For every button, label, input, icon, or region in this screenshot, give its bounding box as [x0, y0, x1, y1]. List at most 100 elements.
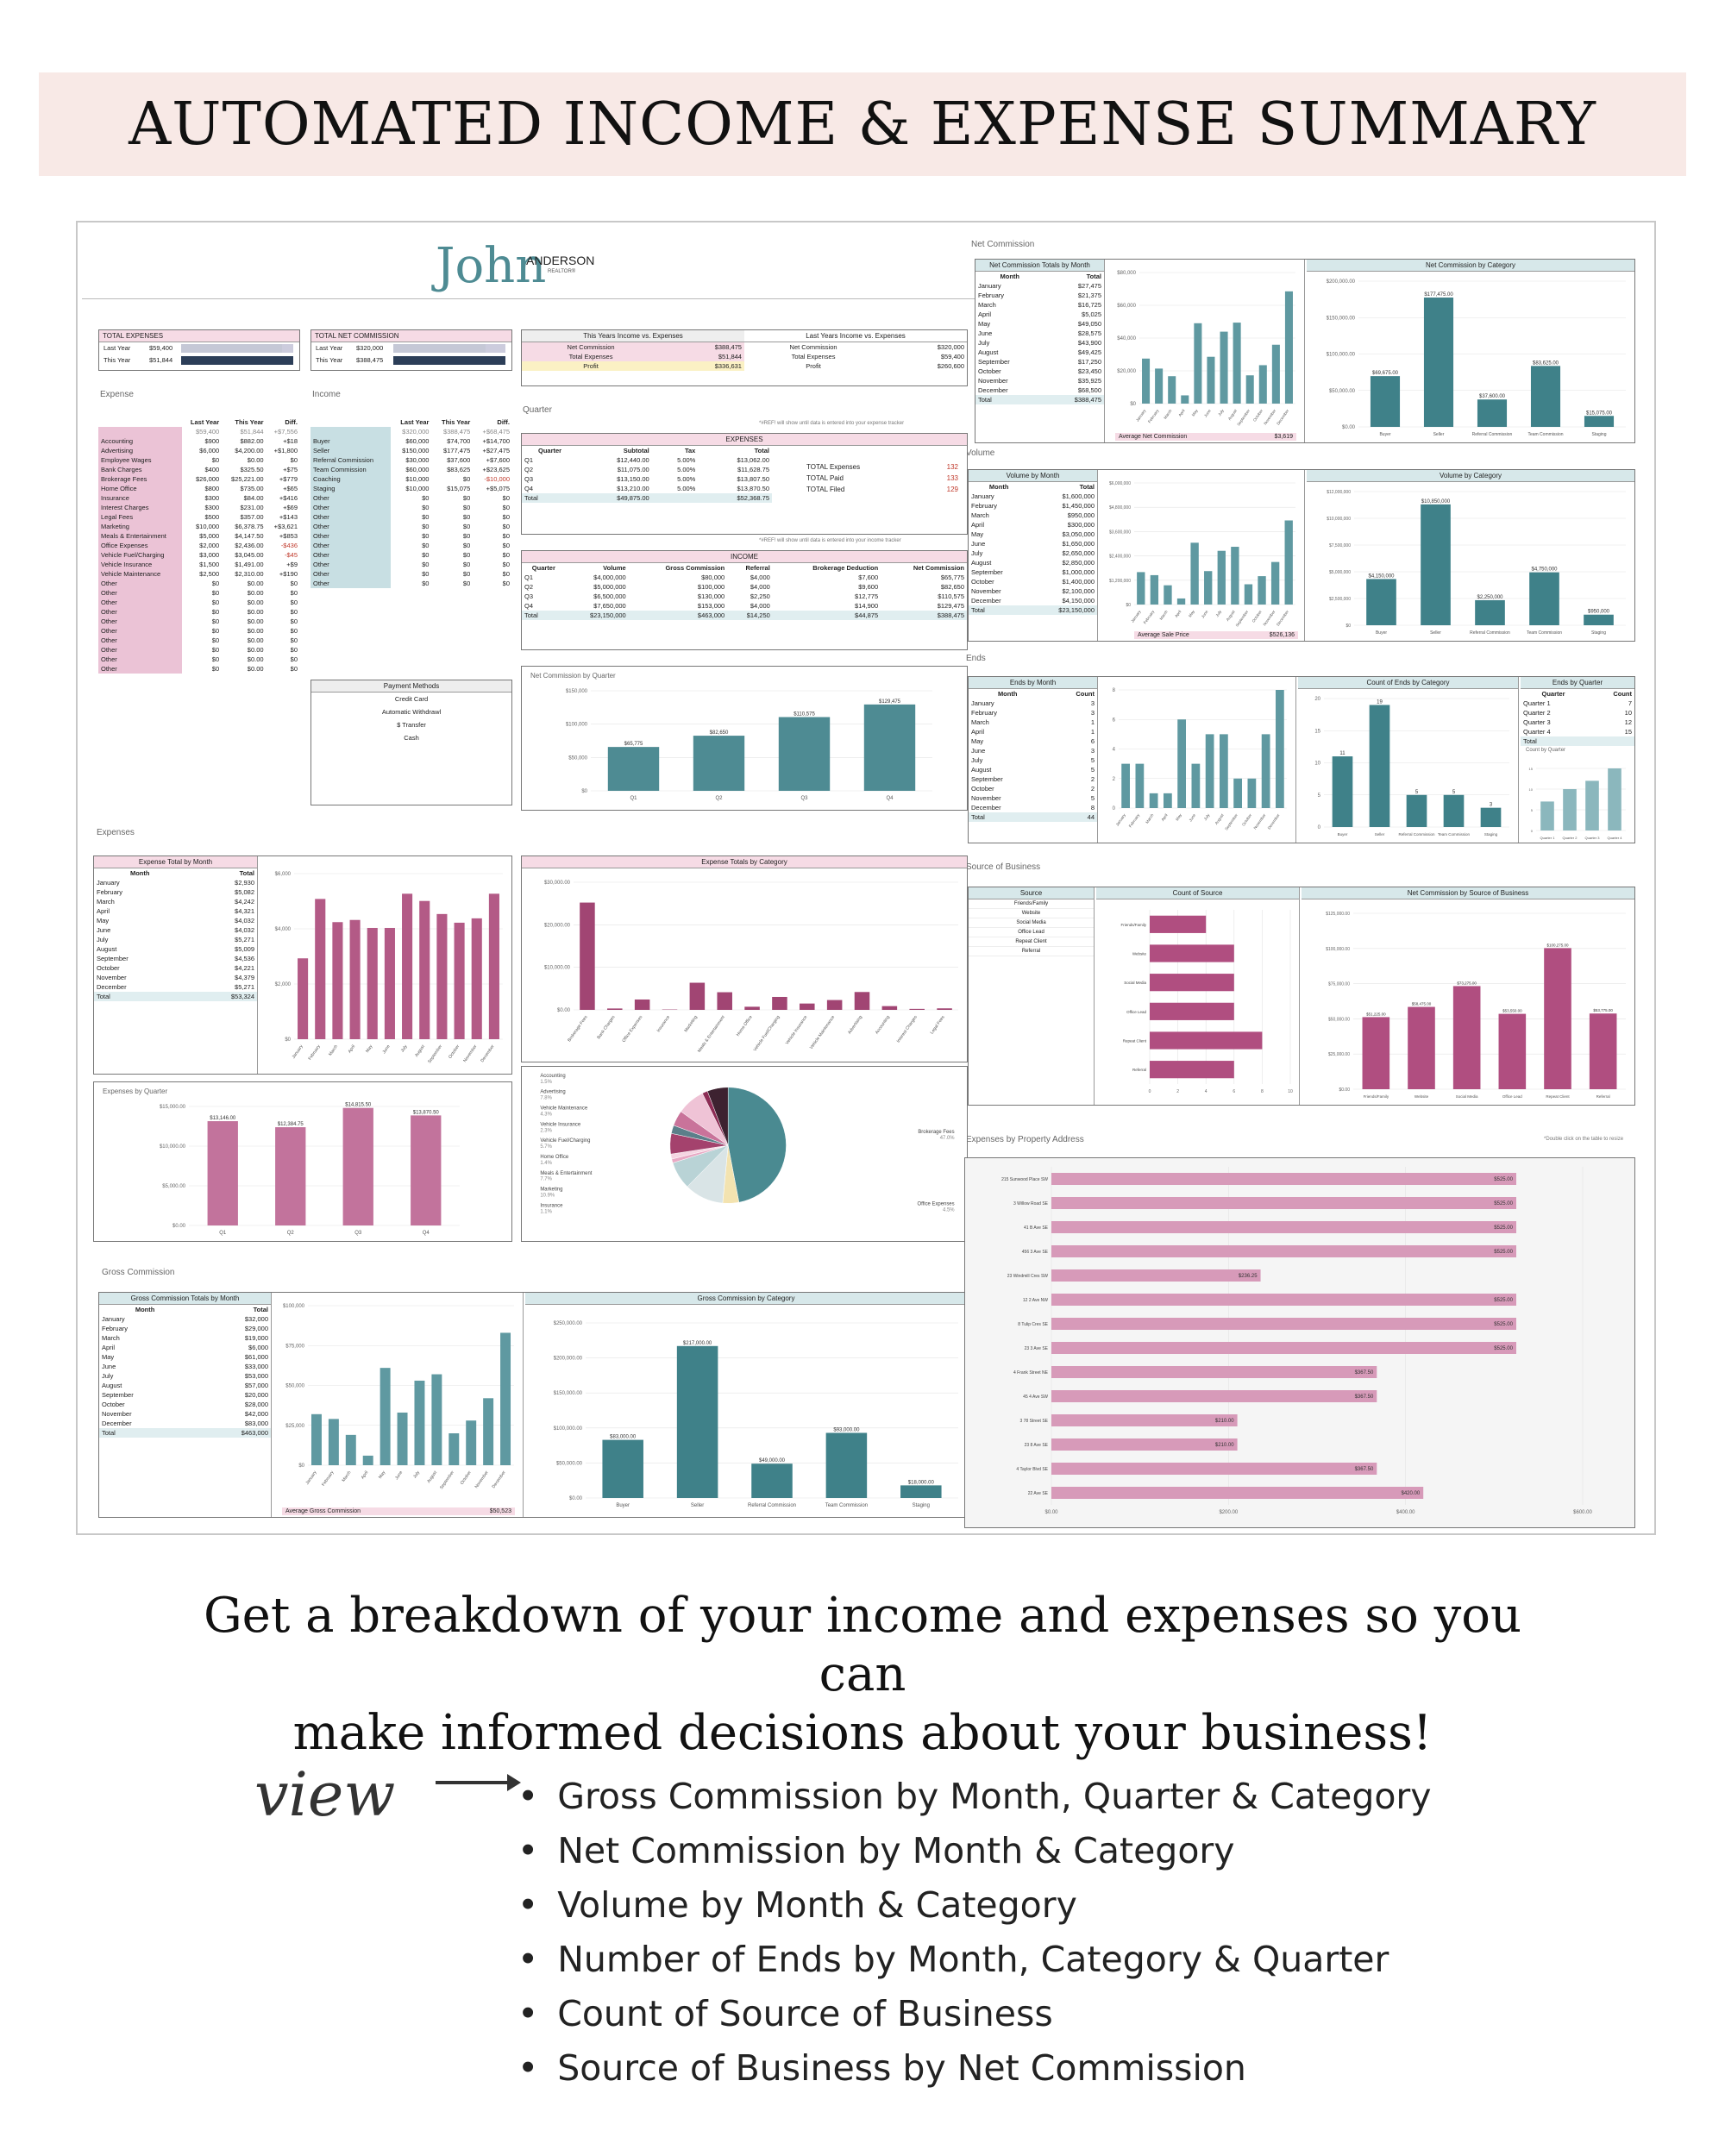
table-cell: $0	[290, 655, 298, 663]
table-cell: January	[97, 879, 120, 887]
column-header: Total	[1086, 273, 1101, 280]
table-cell: $14,900	[855, 602, 879, 610]
category-label: Bank Charges	[596, 1014, 616, 1040]
net-month-box: Net Commission Totals by Month Month Tota…	[975, 259, 1635, 443]
bar	[1164, 585, 1172, 605]
table-cell: August	[971, 766, 992, 774]
data-label: $4,750,000	[1531, 567, 1558, 573]
net-by-quarter-chart: Net Commission by Quarter $150,000 $100,0…	[521, 666, 968, 811]
income-vs-expenses: This Years Income vs. Expenses Last Year…	[521, 329, 968, 386]
table-row: Interest Charges $300 $231.00 +$69	[98, 503, 300, 512]
table-cell: September	[978, 358, 1010, 366]
table-cell: $0	[502, 561, 510, 568]
data-label: $525.00	[1494, 1322, 1513, 1327]
table-cell: Other	[98, 664, 182, 674]
table-cell: $0.00	[247, 646, 264, 654]
table-cell: Other	[310, 493, 391, 503]
table-cell: $110,575	[938, 592, 964, 600]
table-cell: $0	[502, 570, 510, 578]
tick-label: 8	[1113, 688, 1116, 693]
bar	[1168, 376, 1176, 404]
total-row: Total $49,875.00 $52,368.75	[522, 493, 772, 503]
bar	[1121, 763, 1130, 808]
data-label: $51,225.00	[1366, 1012, 1386, 1016]
table-cell: Other	[310, 579, 391, 588]
bar	[1190, 542, 1199, 605]
table-cell: $0	[290, 627, 298, 635]
table-cell: +$9	[286, 561, 298, 568]
table-row: June $1,650,000	[969, 539, 1097, 548]
table-cell: 8	[1090, 804, 1095, 812]
table-cell: $735.00	[240, 485, 264, 492]
bar	[1150, 1031, 1263, 1050]
bar	[384, 927, 395, 1039]
subtitle-line-1: Get a breakdown of your income and expen…	[203, 1588, 1522, 1702]
subtotal-cell: $320,000	[402, 428, 430, 436]
table-cell: Other	[310, 541, 391, 550]
table-cell: Other	[98, 645, 182, 655]
bar	[881, 1006, 898, 1010]
total-cell: $52,368.75	[737, 494, 769, 502]
tick-label: $80,000	[1117, 271, 1136, 276]
table-row: Vehicle Insurance $1,500 $1,491.00 +$9	[98, 560, 300, 569]
tick-label: $200,000.00	[554, 1357, 583, 1362]
source-item: Friends/Family	[969, 899, 1094, 909]
table-cell: $80,000	[701, 573, 725, 581]
table-cell: February	[97, 888, 123, 896]
column-header: Month	[988, 483, 1009, 491]
category-label: Q2	[287, 1231, 295, 1236]
subtotal-cell: +$68,475	[482, 428, 511, 436]
pie-percent: 1.5%	[540, 1080, 552, 1085]
table-cell: 1	[1090, 728, 1095, 736]
table-cell: $2,310.00	[235, 570, 264, 578]
table-cell: $0	[462, 513, 471, 521]
table-cell: $0	[290, 665, 298, 673]
table-cell: $2,000	[199, 542, 220, 549]
total-cell: Total	[524, 494, 538, 502]
table-cell: $150,000	[402, 447, 430, 454]
bar	[744, 1006, 760, 1010]
table-cell: $5,000,000	[593, 583, 626, 591]
total-row: Total $53,324	[94, 992, 257, 1001]
tick-label: 2	[1176, 1089, 1179, 1094]
tick-label: 0	[1113, 806, 1116, 812]
bar	[431, 1374, 442, 1465]
table-cell: Q2	[524, 583, 534, 591]
bar	[1194, 323, 1202, 404]
tick-label: $600.00	[1573, 1510, 1592, 1515]
table-cell: October	[97, 964, 120, 972]
table-cell: $0	[422, 542, 430, 549]
bar	[1150, 974, 1234, 992]
data-label: $13,146.00	[210, 1116, 236, 1121]
income-table-box: Last Year This Year Diff. $320,000 $388,475 +…	[310, 417, 512, 676]
data-label: $83,625.00	[1533, 360, 1559, 366]
gross-month-table: Month Total January $32,000 February $29,000 M…	[99, 1305, 271, 1438]
feature-list: Gross Commission by Month, Quarter & Cat…	[518, 1770, 1431, 2096]
bar	[1258, 365, 1267, 404]
table-cell: $0	[211, 627, 220, 635]
table-cell: +$65	[283, 485, 298, 492]
pie-label: Office Expenses	[917, 1201, 954, 1206]
tick-label: $400.00	[1396, 1510, 1415, 1515]
total-row: Total $23,150,000 $463,000 $14,250 $44,875 $3…	[522, 611, 967, 620]
category-label: Office Lead	[1126, 1010, 1146, 1014]
table-row: January 3	[969, 699, 1097, 708]
table-cell: $7,650,000	[593, 602, 626, 610]
column-header	[98, 417, 182, 427]
table-cell: Interest Charges	[98, 503, 182, 512]
total-row: Total $463,000	[99, 1428, 271, 1438]
tick-label: $100,000.00	[1327, 353, 1356, 358]
tick-label: 4	[1205, 1089, 1208, 1094]
table-cell: $1,000,000	[1062, 568, 1095, 576]
table-cell: $20,000	[244, 1391, 268, 1399]
bar	[1135, 763, 1145, 808]
table-row: Office Expenses $2,000 $2,436.00 -$436	[98, 541, 300, 550]
subtotal-cell	[310, 427, 391, 436]
total-cell: Total	[1523, 737, 1537, 745]
table-cell: Insurance	[98, 493, 182, 503]
category-label: January	[292, 1044, 304, 1059]
tick-label: $20,000.00	[544, 923, 571, 928]
tick-label: $4,800,000	[1109, 505, 1131, 511]
table-cell: $11,075.00	[617, 466, 649, 473]
table-row: Meals & Entertainment $5,000 $4,147.50 +$85…	[98, 531, 300, 541]
